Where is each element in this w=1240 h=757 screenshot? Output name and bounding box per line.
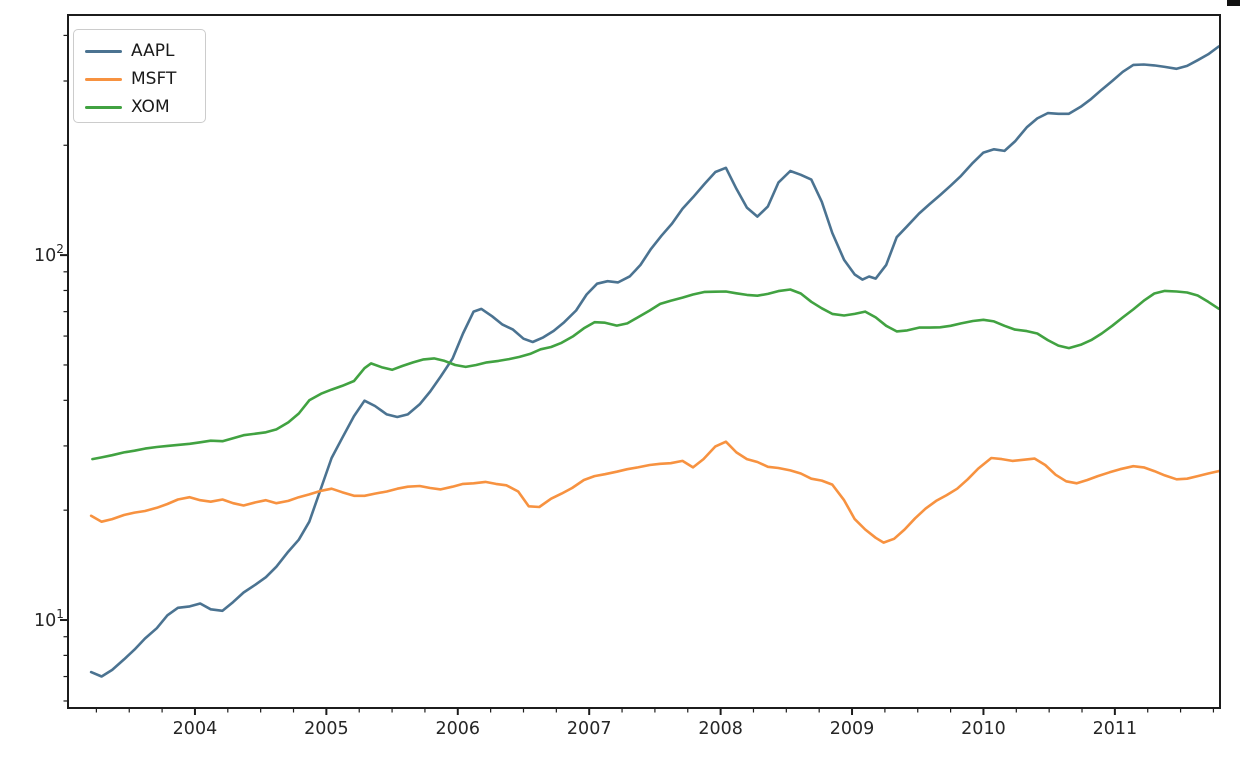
screen-corner-artifact bbox=[1227, 0, 1240, 6]
legend-label-aapl: AAPL bbox=[131, 41, 175, 61]
series-line-msft bbox=[89, 440, 1220, 544]
x-tick-label: 2008 bbox=[698, 719, 743, 739]
legend-item-xom: XOM bbox=[85, 93, 195, 121]
series-line-aapl bbox=[89, 45, 1220, 678]
legend-label-xom: XOM bbox=[131, 97, 170, 117]
y-tick-label: 101 bbox=[34, 607, 64, 631]
x-tick-label: 2011 bbox=[1093, 719, 1138, 739]
msft-line-swatch bbox=[85, 77, 122, 81]
legend-label-msft: MSFT bbox=[131, 69, 177, 89]
xom-line-swatch bbox=[85, 105, 122, 109]
x-tick-label: 2006 bbox=[436, 719, 481, 739]
x-tick-label: 2005 bbox=[304, 719, 349, 739]
aapl-line-swatch bbox=[85, 49, 122, 53]
y-tick-label: 102 bbox=[34, 242, 64, 266]
series-line-xom bbox=[91, 288, 1220, 461]
x-tick-label: 2010 bbox=[961, 719, 1006, 739]
legend: AAPL MSFT XOM bbox=[73, 29, 206, 123]
legend-item-msft: MSFT bbox=[85, 65, 195, 93]
x-tick-label: 2004 bbox=[173, 719, 218, 739]
axes-spines bbox=[67, 14, 1221, 709]
x-tick-label: 2007 bbox=[567, 719, 612, 739]
x-tick-label: 2009 bbox=[830, 719, 875, 739]
legend-item-aapl: AAPL bbox=[85, 37, 195, 65]
